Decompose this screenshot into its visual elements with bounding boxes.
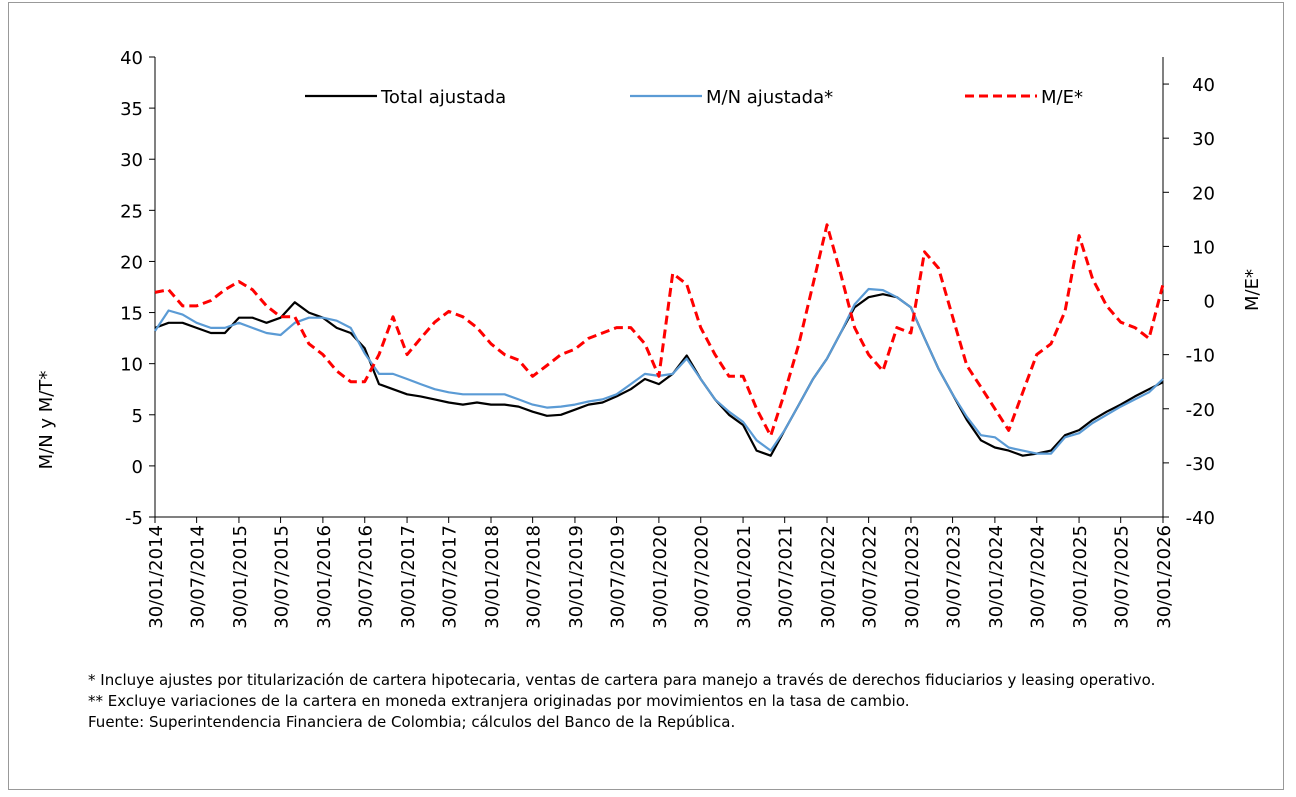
x-tick-label: 30/07/2020	[692, 525, 713, 629]
x-tick-label: 30/07/2018	[524, 525, 545, 629]
y2-tick-label: 20	[1192, 183, 1215, 204]
series-line	[154, 223, 1165, 438]
x-tick-label: 30/01/2018	[482, 525, 503, 629]
x-tick-label: 30/01/2021	[734, 525, 755, 629]
note: * Incluye ajustes por titularización de …	[88, 671, 1156, 689]
x-tick-label: 30/01/2016	[314, 525, 335, 629]
x-tick-label: 30/01/2019	[566, 525, 587, 629]
y2-tick-label: -40	[1186, 508, 1215, 529]
note: Fuente: Superintendencia Financiera de C…	[88, 713, 736, 731]
x-tick-label: 30/07/2021	[776, 525, 797, 629]
x-tick-label: 30/01/2015	[230, 525, 251, 629]
x-tick-label: 30/07/2016	[356, 525, 377, 629]
legend-label: M/E*	[1041, 87, 1083, 108]
x-tick-label: 30/07/2025	[1112, 525, 1133, 629]
y2-tick-label: 40	[1192, 75, 1215, 96]
x-tick-label: 30/07/2022	[860, 525, 881, 629]
y-tick-label: -5	[125, 508, 143, 529]
y2-tick-label: 0	[1204, 292, 1215, 313]
frame	[8, 2, 1284, 790]
x-tick-label: 30/01/2026	[1154, 525, 1175, 629]
x-tick-label: 30/07/2017	[440, 525, 461, 629]
y-tick-label: 25	[120, 201, 143, 222]
y-tick-label: 30	[120, 150, 143, 171]
x-tick-label: 30/07/2015	[272, 525, 293, 629]
y2-tick-label: -20	[1186, 400, 1215, 421]
y-tick-label: 20	[120, 252, 143, 273]
x-tick-label: 30/01/2020	[650, 525, 671, 629]
x-tick-label: 30/01/2017	[398, 525, 419, 629]
note: ** Excluye variaciones de la cartera en …	[88, 692, 910, 710]
x-tick-label: 30/01/2014	[146, 525, 167, 629]
y-tick-label: 35	[120, 99, 143, 120]
x-tick-label: 30/07/2023	[944, 525, 965, 629]
y-tick-label: 15	[120, 304, 143, 325]
notes: * Incluye ajustes por titularización de …	[88, 670, 1238, 733]
legend-label: M/N ajustada*	[706, 87, 833, 108]
x-tick-label: 30/01/2022	[818, 525, 839, 629]
y-axis-title: M/N y M/T*	[36, 371, 57, 470]
y-tick-label: 5	[132, 406, 143, 427]
y2-axis-title: M/E*	[1242, 269, 1263, 311]
x-tick-label: 30/01/2023	[902, 525, 923, 629]
x-tick-label: 30/01/2024	[986, 525, 1007, 629]
x-tick-label: 30/01/2025	[1070, 525, 1091, 629]
y2-tick-label: -10	[1186, 346, 1215, 367]
y-tick-label: 0	[132, 457, 143, 478]
x-tick-label: 30/07/2024	[1028, 525, 1049, 629]
y-tick-label: 40	[120, 48, 143, 69]
y2-tick-label: 30	[1192, 129, 1215, 150]
x-tick-label: 30/07/2019	[608, 525, 629, 629]
y2-tick-label: 10	[1192, 237, 1215, 258]
y-tick-label: 10	[120, 355, 143, 376]
legend-label: Total ajustada	[380, 87, 506, 108]
x-tick-label: 30/07/2014	[188, 525, 209, 629]
y2-tick-label: -30	[1186, 454, 1215, 475]
